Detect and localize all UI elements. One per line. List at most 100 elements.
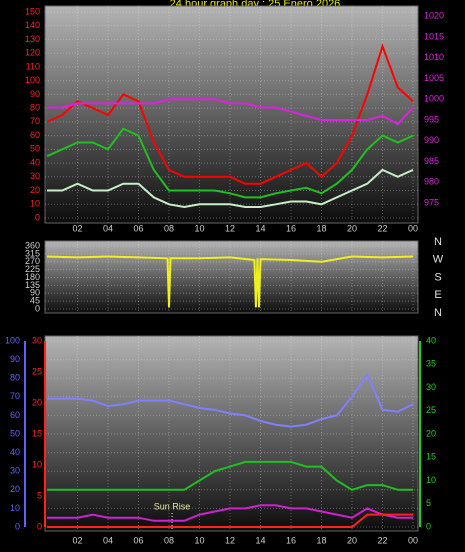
series-line	[47, 372, 414, 428]
y-tick-label: 0	[37, 521, 42, 531]
y-tick-label: 1015	[424, 31, 444, 41]
x-tick-label: 18	[316, 535, 326, 545]
x-tick-label: 22	[377, 535, 387, 545]
y-tick-label: 25	[426, 405, 436, 415]
y-tick-label: 20	[10, 484, 20, 494]
series-line	[47, 168, 414, 209]
y-tick-label: 40	[426, 335, 436, 345]
y-tick-label: 80	[10, 373, 20, 383]
series-line	[46, 127, 414, 199]
y-tick-label: 0	[35, 303, 40, 313]
x-tick-label: 20	[347, 535, 357, 545]
y-tick-label: 80	[30, 103, 40, 113]
y-tick-label: 1005	[424, 73, 444, 83]
x-tick-label: 06	[133, 223, 143, 233]
x-tick-label: 06	[133, 535, 143, 545]
y-tick-label: 100	[25, 75, 40, 85]
x-tick-label: 16	[286, 223, 296, 233]
x-tick-label: 08	[164, 535, 174, 545]
compass-label: N	[434, 236, 442, 248]
y-tick-label: 30	[30, 171, 40, 181]
x-tick-label: 00	[408, 535, 418, 545]
y-tick-label: 40	[30, 157, 40, 167]
y-tick-label: 50	[10, 428, 20, 438]
y-tick-label: 25	[32, 366, 42, 376]
plot-area	[44, 240, 419, 314]
compass-label: W	[433, 254, 444, 266]
y-tick-label: 60	[10, 410, 20, 420]
y-tick-label: 30	[426, 382, 436, 392]
y-tick-label: 30	[32, 335, 42, 345]
y-tick-label: 995	[424, 114, 439, 124]
y-tick-label: 60	[30, 130, 40, 140]
y-tick-label: 0	[35, 212, 40, 222]
compass-label: N	[434, 307, 442, 319]
y-tick-label: 130	[25, 34, 40, 44]
plot-area	[44, 335, 419, 532]
y-tick-label: 150	[25, 6, 40, 16]
y-tick-label: 315	[25, 248, 40, 258]
x-tick-label: 12	[225, 223, 235, 233]
y-tick-label: 10	[426, 475, 436, 485]
y-tick-label: 15	[32, 428, 42, 438]
compass-label: E	[434, 289, 441, 301]
x-tick-label: 00	[408, 223, 418, 233]
x-tick-label: 10	[194, 535, 204, 545]
y-tick-label: 30	[10, 466, 20, 476]
y-tick-label: 70	[10, 391, 20, 401]
y-tick-label: 225	[25, 264, 40, 274]
x-tick-label: 02	[72, 223, 82, 233]
compass-label: S	[434, 271, 441, 283]
y-tick-label: 50	[30, 144, 40, 154]
x-tick-label: 22	[377, 223, 387, 233]
y-tick-label: 90	[30, 288, 40, 298]
y-tick-label: 180	[25, 272, 40, 282]
y-tick-label: 20	[32, 397, 42, 407]
y-tick-label: 20	[426, 428, 436, 438]
y-tick-label: 135	[25, 280, 40, 290]
y-tick-label: 120	[25, 48, 40, 58]
y-tick-label: 10	[32, 459, 42, 469]
series-line	[46, 255, 414, 308]
y-tick-label: 1020	[424, 11, 444, 21]
x-tick-label: 14	[255, 535, 265, 545]
y-tick-label: 10	[30, 199, 40, 209]
chart-title: 24 hour graph day : 25 Enero 2026	[170, 0, 341, 10]
y-tick-label: 40	[10, 447, 20, 457]
annotation-label: Sun Rise	[154, 501, 191, 511]
y-tick-label: 90	[10, 354, 20, 364]
y-tick-label: 1010	[424, 52, 444, 62]
x-tick-label: 04	[103, 535, 113, 545]
x-tick-label: 08	[164, 223, 174, 233]
y-tick-label: 975	[424, 197, 439, 207]
y-tick-label: 110	[26, 61, 40, 71]
y-tick-label: 70	[30, 116, 40, 126]
y-tick-label: 10	[10, 503, 20, 513]
x-tick-label: 10	[194, 223, 204, 233]
series-line	[47, 504, 413, 522]
x-tick-label: 02	[72, 535, 82, 545]
y-tick-label: 985	[424, 156, 439, 166]
x-tick-label: 04	[103, 223, 113, 233]
plots: 0102030405060708090100110120130140150975…	[5, 5, 444, 545]
series-line	[46, 43, 414, 185]
y-tick-label: 140	[25, 20, 40, 30]
y-tick-label: 990	[424, 135, 439, 145]
y-tick-label: 35	[426, 359, 436, 369]
y-tick-label: 360	[25, 240, 40, 250]
y-tick-label: 0	[426, 521, 431, 531]
y-tick-label: 45	[30, 296, 40, 306]
x-tick-label: 16	[286, 535, 296, 545]
y-tick-label: 90	[30, 89, 40, 99]
series-line	[47, 460, 413, 491]
y-tick-label: 270	[25, 256, 40, 266]
series-line	[47, 513, 413, 528]
y-tick-label: 20	[30, 185, 40, 195]
x-tick-label: 18	[316, 223, 326, 233]
x-tick-label: 14	[255, 223, 265, 233]
x-tick-label: 20	[347, 223, 357, 233]
y-tick-label: 15	[426, 452, 436, 462]
y-tick-label: 100	[5, 335, 20, 345]
y-tick-label: 5	[37, 490, 42, 500]
